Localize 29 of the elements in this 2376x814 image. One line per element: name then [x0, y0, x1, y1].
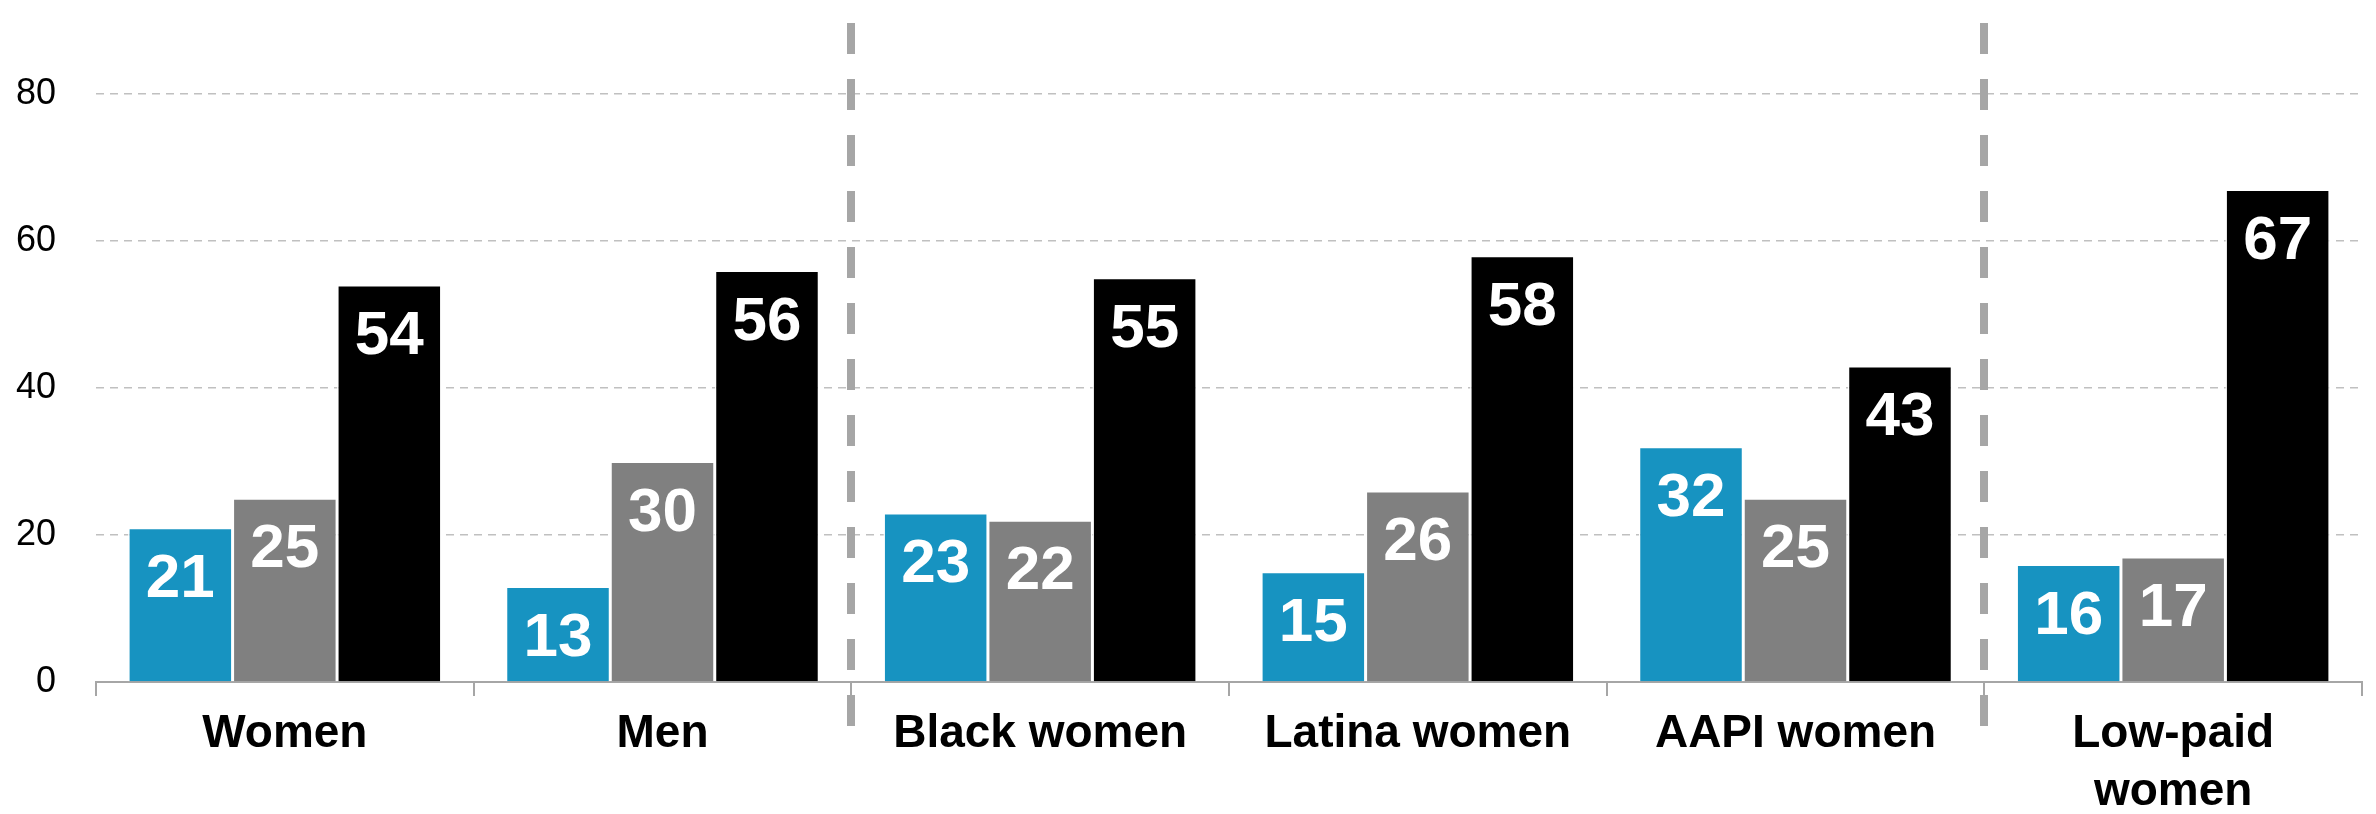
data-label: 58 [1487, 268, 1557, 338]
x-tick-label: AAPI women [1654, 705, 1937, 758]
y-tick-label: 80 [15, 70, 56, 112]
y-tick-label: 40 [15, 364, 56, 406]
data-label: 26 [1383, 504, 1453, 574]
x-tick-label: Men [616, 705, 709, 758]
data-label: 43 [1865, 379, 1935, 449]
data-label: 55 [1110, 290, 1180, 360]
data-label: 30 [628, 474, 697, 544]
data-label: 17 [2138, 570, 2208, 640]
y-tick-label: 0 [35, 658, 56, 700]
data-label: 23 [901, 526, 971, 596]
data-label: 22 [1005, 533, 1075, 603]
data-label: 67 [2243, 202, 2313, 272]
x-tick-label: Women [202, 705, 368, 758]
data-label: 32 [1656, 459, 1726, 529]
x-tick-label: Black women [893, 705, 1188, 758]
data-label: 15 [1278, 584, 1348, 654]
x-tick-label: Latina women [1264, 705, 1572, 758]
data-label: 21 [145, 540, 215, 610]
data-label: 54 [354, 298, 425, 368]
data-label: 56 [732, 283, 802, 353]
x-tick-label: Low-paid women [2072, 705, 2275, 814]
y-tick-label: 60 [15, 217, 56, 259]
data-label: 16 [2034, 577, 2104, 647]
data-label: 25 [250, 511, 320, 581]
data-label: 13 [523, 599, 593, 669]
data-label: 25 [1761, 511, 1830, 581]
y-tick-label: 20 [15, 511, 56, 553]
